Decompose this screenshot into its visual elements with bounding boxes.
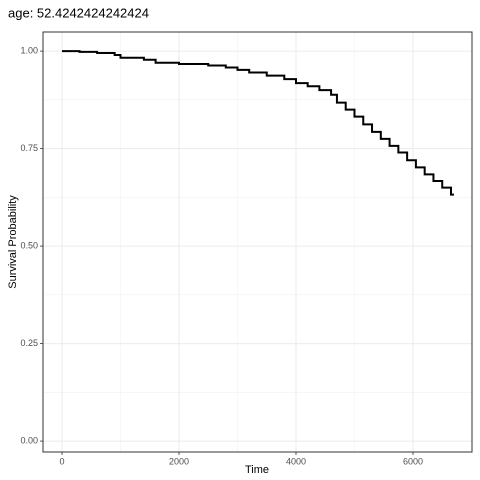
y-tick-label: 0.50 bbox=[20, 240, 38, 250]
survival-curve bbox=[62, 50, 454, 196]
y-tick-label: 0.00 bbox=[20, 435, 38, 445]
x-tick-label: 2000 bbox=[169, 456, 189, 466]
x-axis-title: Time bbox=[245, 464, 269, 476]
y-axis-title: Survival Probability bbox=[7, 195, 19, 289]
y-tick-label: 0.75 bbox=[20, 143, 38, 153]
x-tick-label: 4000 bbox=[286, 456, 306, 466]
x-tick-label: 0 bbox=[60, 456, 65, 466]
chart-title: age: 52.4242424242424 bbox=[8, 5, 149, 20]
x-tick-label: 6000 bbox=[403, 456, 423, 466]
plot-border bbox=[42, 31, 473, 453]
y-tick-label: 1.00 bbox=[20, 45, 38, 55]
y-tick-label: 0.25 bbox=[20, 338, 38, 348]
